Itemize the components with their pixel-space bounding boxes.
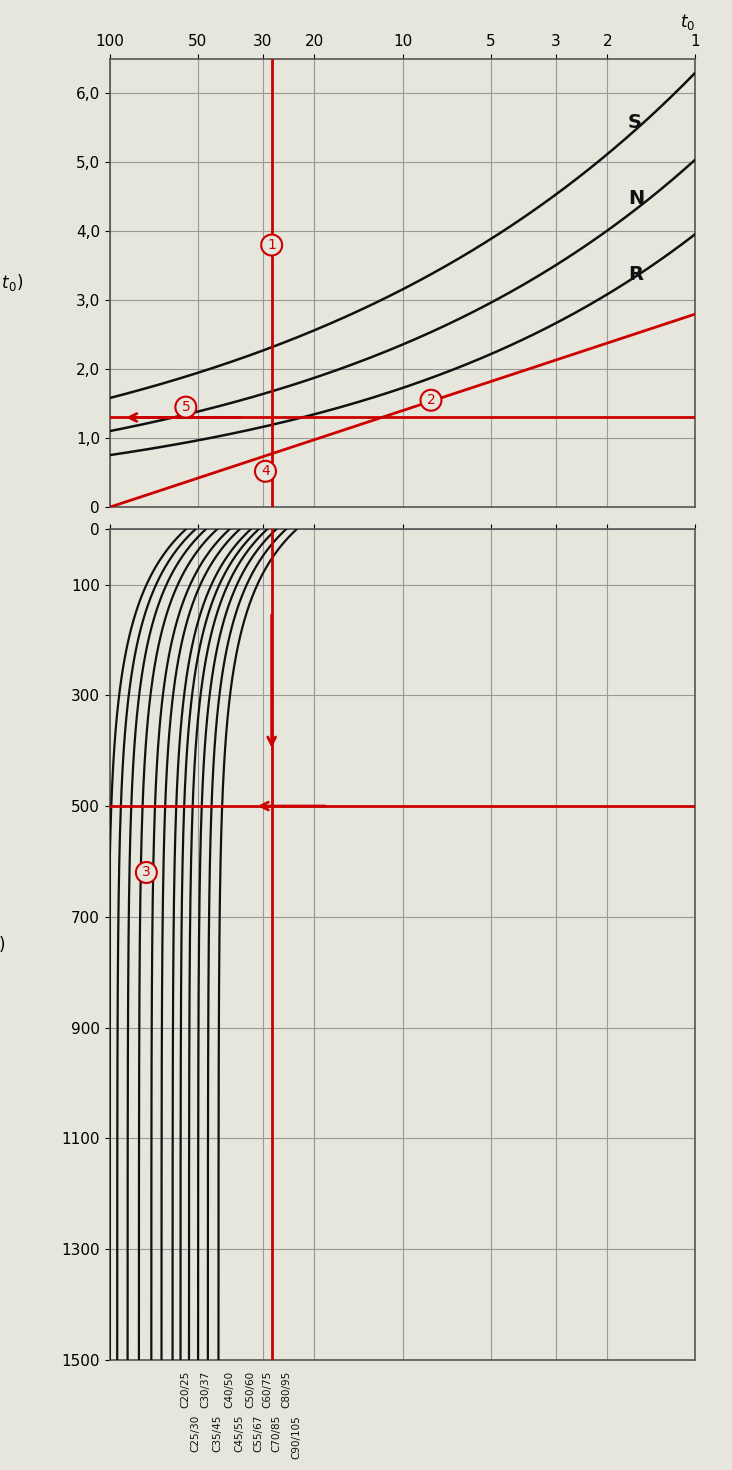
Text: C80/95: C80/95 xyxy=(281,1372,291,1408)
Text: 2: 2 xyxy=(427,394,436,407)
Text: R: R xyxy=(628,265,643,284)
Text: C35/45: C35/45 xyxy=(212,1416,222,1452)
Text: C25/30: C25/30 xyxy=(190,1416,201,1452)
Text: S: S xyxy=(628,113,642,132)
Text: C45/55: C45/55 xyxy=(235,1416,244,1452)
Text: C55/67: C55/67 xyxy=(254,1416,264,1452)
Text: 1: 1 xyxy=(267,238,276,251)
Text: C40/50: C40/50 xyxy=(225,1372,234,1408)
Text: C50/60: C50/60 xyxy=(246,1372,255,1408)
Text: 5: 5 xyxy=(182,400,190,415)
Text: 3: 3 xyxy=(142,866,151,879)
Text: N: N xyxy=(628,188,644,207)
Text: C90/105: C90/105 xyxy=(291,1416,302,1458)
Text: C30/37: C30/37 xyxy=(201,1372,211,1408)
Text: 4: 4 xyxy=(261,465,270,478)
Y-axis label: $h_0$ (mm): $h_0$ (mm) xyxy=(0,933,6,956)
Y-axis label: $\varphi(\infty, t_0)$: $\varphi(\infty, t_0)$ xyxy=(0,272,23,294)
Text: C70/85: C70/85 xyxy=(272,1416,281,1452)
Text: $t_0$: $t_0$ xyxy=(680,12,695,32)
Text: C60/75: C60/75 xyxy=(262,1372,272,1408)
Text: C20/25: C20/25 xyxy=(181,1372,191,1408)
